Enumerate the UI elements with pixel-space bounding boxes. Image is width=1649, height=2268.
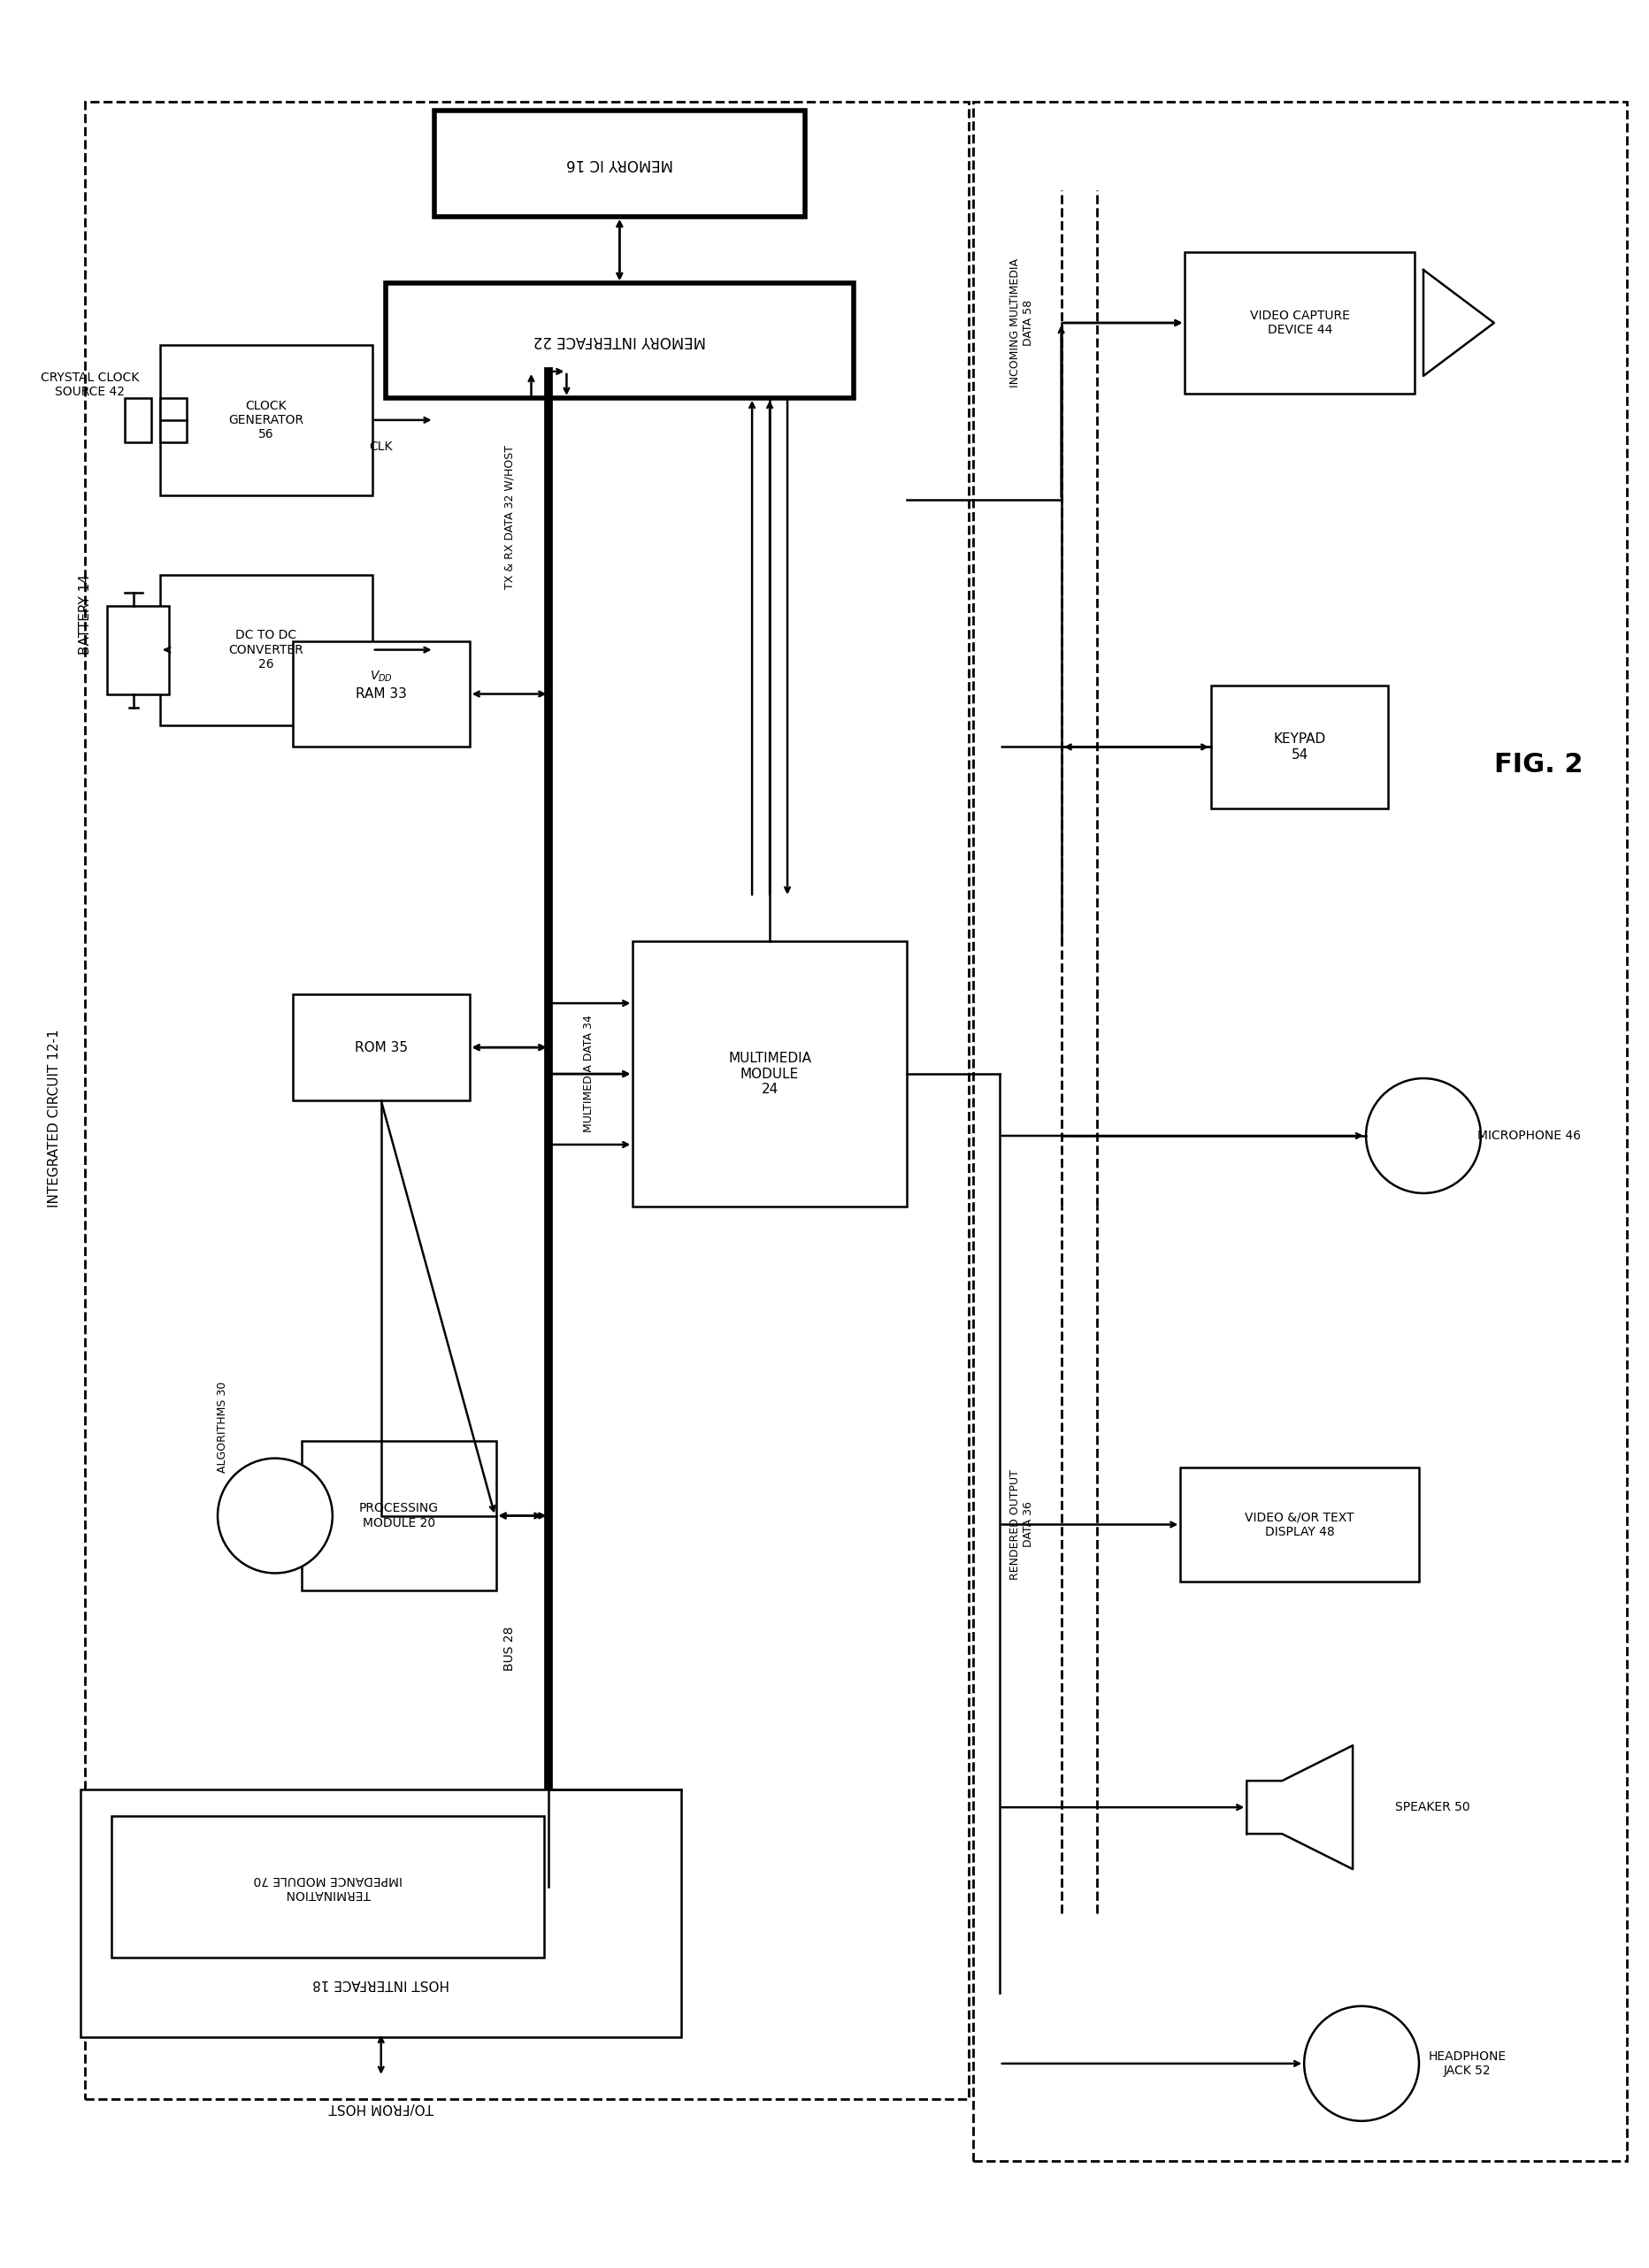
Bar bbox=[1184, 252, 1413, 395]
Bar bbox=[86, 102, 968, 2098]
Bar bbox=[292, 993, 470, 1100]
Bar bbox=[1210, 685, 1387, 810]
Text: MULTIMEDIA DATA 34: MULTIMEDIA DATA 34 bbox=[582, 1016, 594, 1132]
Bar bbox=[633, 941, 907, 1207]
Text: HEADPHONE
JACK 52: HEADPHONE JACK 52 bbox=[1428, 2050, 1506, 2077]
Text: MICROPHONE 46: MICROPHONE 46 bbox=[1478, 1129, 1580, 1143]
Bar bbox=[973, 102, 1626, 2161]
Text: BATTERY 14: BATTERY 14 bbox=[79, 574, 92, 655]
Bar bbox=[1179, 1467, 1418, 1583]
Text: $V_{DD}$: $V_{DD}$ bbox=[369, 669, 392, 683]
Text: MULTIMEDIA
MODULE
24: MULTIMEDIA MODULE 24 bbox=[727, 1052, 811, 1095]
Bar bbox=[160, 397, 186, 442]
Circle shape bbox=[218, 1458, 333, 1574]
Bar bbox=[112, 1817, 544, 1957]
Bar bbox=[160, 345, 373, 494]
Bar bbox=[125, 397, 152, 442]
Text: RAM 33: RAM 33 bbox=[355, 687, 406, 701]
Bar bbox=[386, 284, 853, 397]
Bar bbox=[81, 1789, 681, 2037]
Text: MEMORY IC 16: MEMORY IC 16 bbox=[566, 156, 673, 172]
Text: TX & RX DATA 32 W/HOST: TX & RX DATA 32 W/HOST bbox=[503, 445, 514, 590]
Text: TO/FROM HOST: TO/FROM HOST bbox=[328, 2100, 434, 2114]
Text: VIDEO &/OR TEXT
DISPLAY 48: VIDEO &/OR TEXT DISPLAY 48 bbox=[1245, 1510, 1354, 1538]
Text: CLK: CLK bbox=[369, 440, 392, 454]
Text: FIG. 2: FIG. 2 bbox=[1492, 751, 1581, 778]
Text: ROM 35: ROM 35 bbox=[355, 1041, 407, 1055]
Bar bbox=[434, 111, 805, 218]
Text: CRYSTAL CLOCK
SOURCE 42: CRYSTAL CLOCK SOURCE 42 bbox=[40, 372, 139, 399]
Polygon shape bbox=[1423, 270, 1494, 376]
Text: BUS 28: BUS 28 bbox=[503, 1626, 514, 1672]
Text: RENDERED OUTPUT
DATA 36: RENDERED OUTPUT DATA 36 bbox=[1009, 1470, 1034, 1581]
Bar bbox=[107, 606, 168, 694]
Text: TERMINATION
IMPEDANCE MODULE 70: TERMINATION IMPEDANCE MODULE 70 bbox=[254, 1873, 402, 1901]
Text: INTEGRATED CIRCUIT 12-1: INTEGRATED CIRCUIT 12-1 bbox=[48, 1030, 61, 1207]
Text: PROCESSING
MODULE 20: PROCESSING MODULE 20 bbox=[359, 1501, 439, 1529]
Text: MEMORY INTERFACE 22: MEMORY INTERFACE 22 bbox=[533, 333, 706, 349]
Text: DC TO DC
CONVERTER
26: DC TO DC CONVERTER 26 bbox=[229, 628, 303, 671]
Polygon shape bbox=[1247, 1746, 1352, 1869]
Text: INCOMING MULTIMEDIA
DATA 58: INCOMING MULTIMEDIA DATA 58 bbox=[1009, 259, 1034, 388]
Text: ALGORITHMS 30: ALGORITHMS 30 bbox=[216, 1381, 228, 1472]
Bar bbox=[292, 642, 470, 746]
Bar bbox=[302, 1440, 496, 1590]
Circle shape bbox=[1303, 2007, 1418, 2121]
Text: CLOCK
GENERATOR
56: CLOCK GENERATOR 56 bbox=[229, 399, 303, 440]
Circle shape bbox=[1365, 1077, 1481, 1193]
Text: HOST INTERFACE 18: HOST INTERFACE 18 bbox=[312, 1978, 449, 1991]
Text: KEYPAD
54: KEYPAD 54 bbox=[1273, 733, 1326, 762]
Text: VIDEO CAPTURE
DEVICE 44: VIDEO CAPTURE DEVICE 44 bbox=[1250, 308, 1349, 336]
Bar bbox=[160, 574, 373, 726]
Text: SPEAKER 50: SPEAKER 50 bbox=[1393, 1801, 1469, 1814]
